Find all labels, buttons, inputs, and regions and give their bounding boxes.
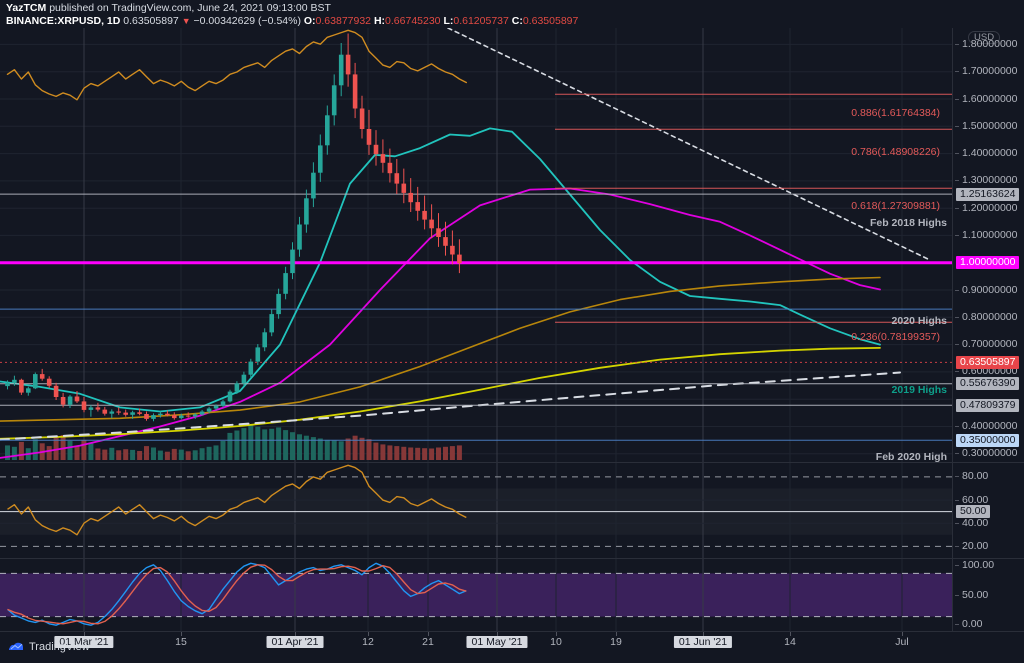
time-axis-label: 21	[422, 636, 434, 648]
close-label: C:	[511, 15, 523, 27]
high-value: 0.66745230	[385, 15, 441, 27]
price-tick-label: 1.40000000	[954, 147, 1018, 160]
time-tick	[703, 632, 704, 636]
rsi-tick-label: 20.00	[954, 539, 989, 552]
price-tick-label: 1.80000000	[954, 37, 1018, 50]
tradingview-logo-icon	[9, 642, 23, 650]
tradingview-logo[interactable]: TradingView	[8, 641, 90, 653]
open-value: 0.63877932	[315, 15, 372, 27]
price-tick-label: 1.30000000	[954, 174, 1018, 187]
pane-divider-3	[0, 631, 1024, 632]
time-tick	[497, 632, 498, 636]
close-value: 0.63505897	[522, 15, 579, 27]
price-tag-grey: 0.55676390	[956, 377, 1020, 391]
scale-divider	[952, 28, 953, 462]
scale-divider	[952, 559, 953, 631]
time-scale[interactable]: 01 Mar '21 15 01 Apr '21 12 21 01 May '21 10 19…	[0, 632, 1024, 652]
time-tick	[790, 632, 791, 636]
fib-level-label: 0.236(0.78199357)	[851, 331, 940, 343]
price-tick-label: 1.10000000	[954, 228, 1018, 241]
time-axis-label: 12	[362, 636, 374, 648]
time-axis-label: 19	[610, 636, 622, 648]
symbol-label[interactable]: BINANCE:XRPUSD, 1D	[6, 15, 121, 27]
price-tick-label: 1.50000000	[954, 119, 1018, 132]
change-value: −0.00342629 (−0.54%)	[193, 15, 301, 27]
price-tick-label: 0.70000000	[954, 338, 1018, 351]
time-tick	[295, 632, 296, 636]
price-tag-mag: 1.00000000	[956, 256, 1020, 270]
price-tag-grey: 1.25163624	[956, 187, 1020, 201]
time-axis-label: 01 Apr '21	[266, 636, 324, 648]
time-axis-label: 01 Mar '21	[54, 636, 114, 648]
price-tag-red: 0.63505897	[956, 355, 1020, 369]
time-axis-label: 14	[784, 636, 796, 648]
price-tick-label: 0.60000000	[954, 365, 1018, 378]
price-tag-grey: 0.47809379	[956, 398, 1020, 412]
low-value: 0.61205737	[453, 15, 509, 27]
open-label: O:	[303, 15, 316, 27]
price-tick-label: 1.20000000	[954, 201, 1018, 214]
named-level-label: 2019 Highs	[892, 384, 948, 396]
price-tick-label: 0.30000000	[954, 447, 1018, 460]
time-tick	[368, 632, 369, 636]
last-price-value: 0.63505897	[123, 15, 179, 27]
time-axis-label: 01 May '21	[466, 636, 528, 648]
stochastic-scale[interactable]: 100.00 50.00 0.00	[952, 559, 1024, 631]
stochastic-tick-label: 50.00	[954, 588, 989, 601]
time-tick	[428, 632, 429, 636]
named-level-label: 2020 Highs	[892, 315, 948, 327]
fib-level-label: 0.886(1.61764384)	[851, 107, 940, 119]
rsi-tick-label: 80.00	[954, 470, 989, 483]
time-tick	[181, 632, 182, 636]
chart-header: YazTCM published on TradingView.com, Jun…	[0, 0, 1024, 28]
rsi-scale[interactable]: 80.00 60.00 40.00 20.00 50.00	[952, 463, 1024, 558]
time-axis-label: 10	[550, 636, 562, 648]
time-tick	[556, 632, 557, 636]
tradingview-logo-label: TradingView	[29, 641, 90, 653]
stochastic-tick-label: 0.00	[954, 618, 983, 630]
stochastic-tick-label: 100.00	[954, 559, 995, 571]
time-axis-label: 01 Jun '21	[673, 636, 733, 648]
pane-divider-2	[0, 558, 1024, 559]
rsi-tick-label: 40.00	[954, 516, 989, 529]
published-text: published on TradingView.com, June 24, 2…	[49, 2, 331, 14]
price-tick-label: 0.90000000	[954, 283, 1018, 296]
fib-level-label: 0.786(1.48908226)	[851, 146, 940, 158]
time-axis-label: Jul	[895, 636, 909, 648]
symbol-quote-line: BINANCE:XRPUSD, 1D 0.63505897 ▼ −0.00342…	[6, 15, 578, 27]
publisher-line: YazTCM published on TradingView.com, Jun…	[6, 2, 331, 14]
named-level-label: Feb 2020 High	[876, 451, 947, 462]
pane-divider-1	[0, 462, 1024, 463]
scale-divider	[952, 463, 953, 558]
time-tick	[616, 632, 617, 636]
rsi-tick-label: 60.00	[954, 493, 989, 506]
rsi-pane[interactable]	[0, 463, 952, 558]
stochastic-pane[interactable]	[0, 559, 952, 631]
high-label: H:	[373, 15, 386, 27]
time-tick	[84, 632, 85, 636]
price-tick-label: 1.60000000	[954, 92, 1018, 105]
time-axis-label: 15	[175, 636, 187, 648]
footer-bar	[0, 652, 1024, 663]
named-level-label: Feb 2018 Highs	[870, 217, 947, 229]
currency-badge: USD	[968, 31, 1001, 44]
price-pane[interactable]: 0.886(1.61764384) 0.786(1.48908226) 0.618(…	[0, 28, 952, 462]
rsi-midline-tag: 50.00	[956, 505, 991, 519]
price-tick-label: 1.70000000	[954, 65, 1018, 78]
change-direction-icon: ▼	[181, 16, 191, 26]
low-label: L:	[443, 15, 454, 27]
fib-level-label: 0.618(1.27309881)	[851, 200, 940, 212]
price-tick-label: 0.80000000	[954, 310, 1018, 323]
price-tag-blue: 0.35000000	[956, 433, 1020, 447]
time-tick	[902, 632, 903, 636]
author-name: YazTCM	[6, 2, 47, 14]
price-scale[interactable]: USD 1.80000000 1.70000000 1.60000000 1.5000…	[952, 28, 1024, 462]
price-tick-label: 0.40000000	[954, 420, 1018, 432]
